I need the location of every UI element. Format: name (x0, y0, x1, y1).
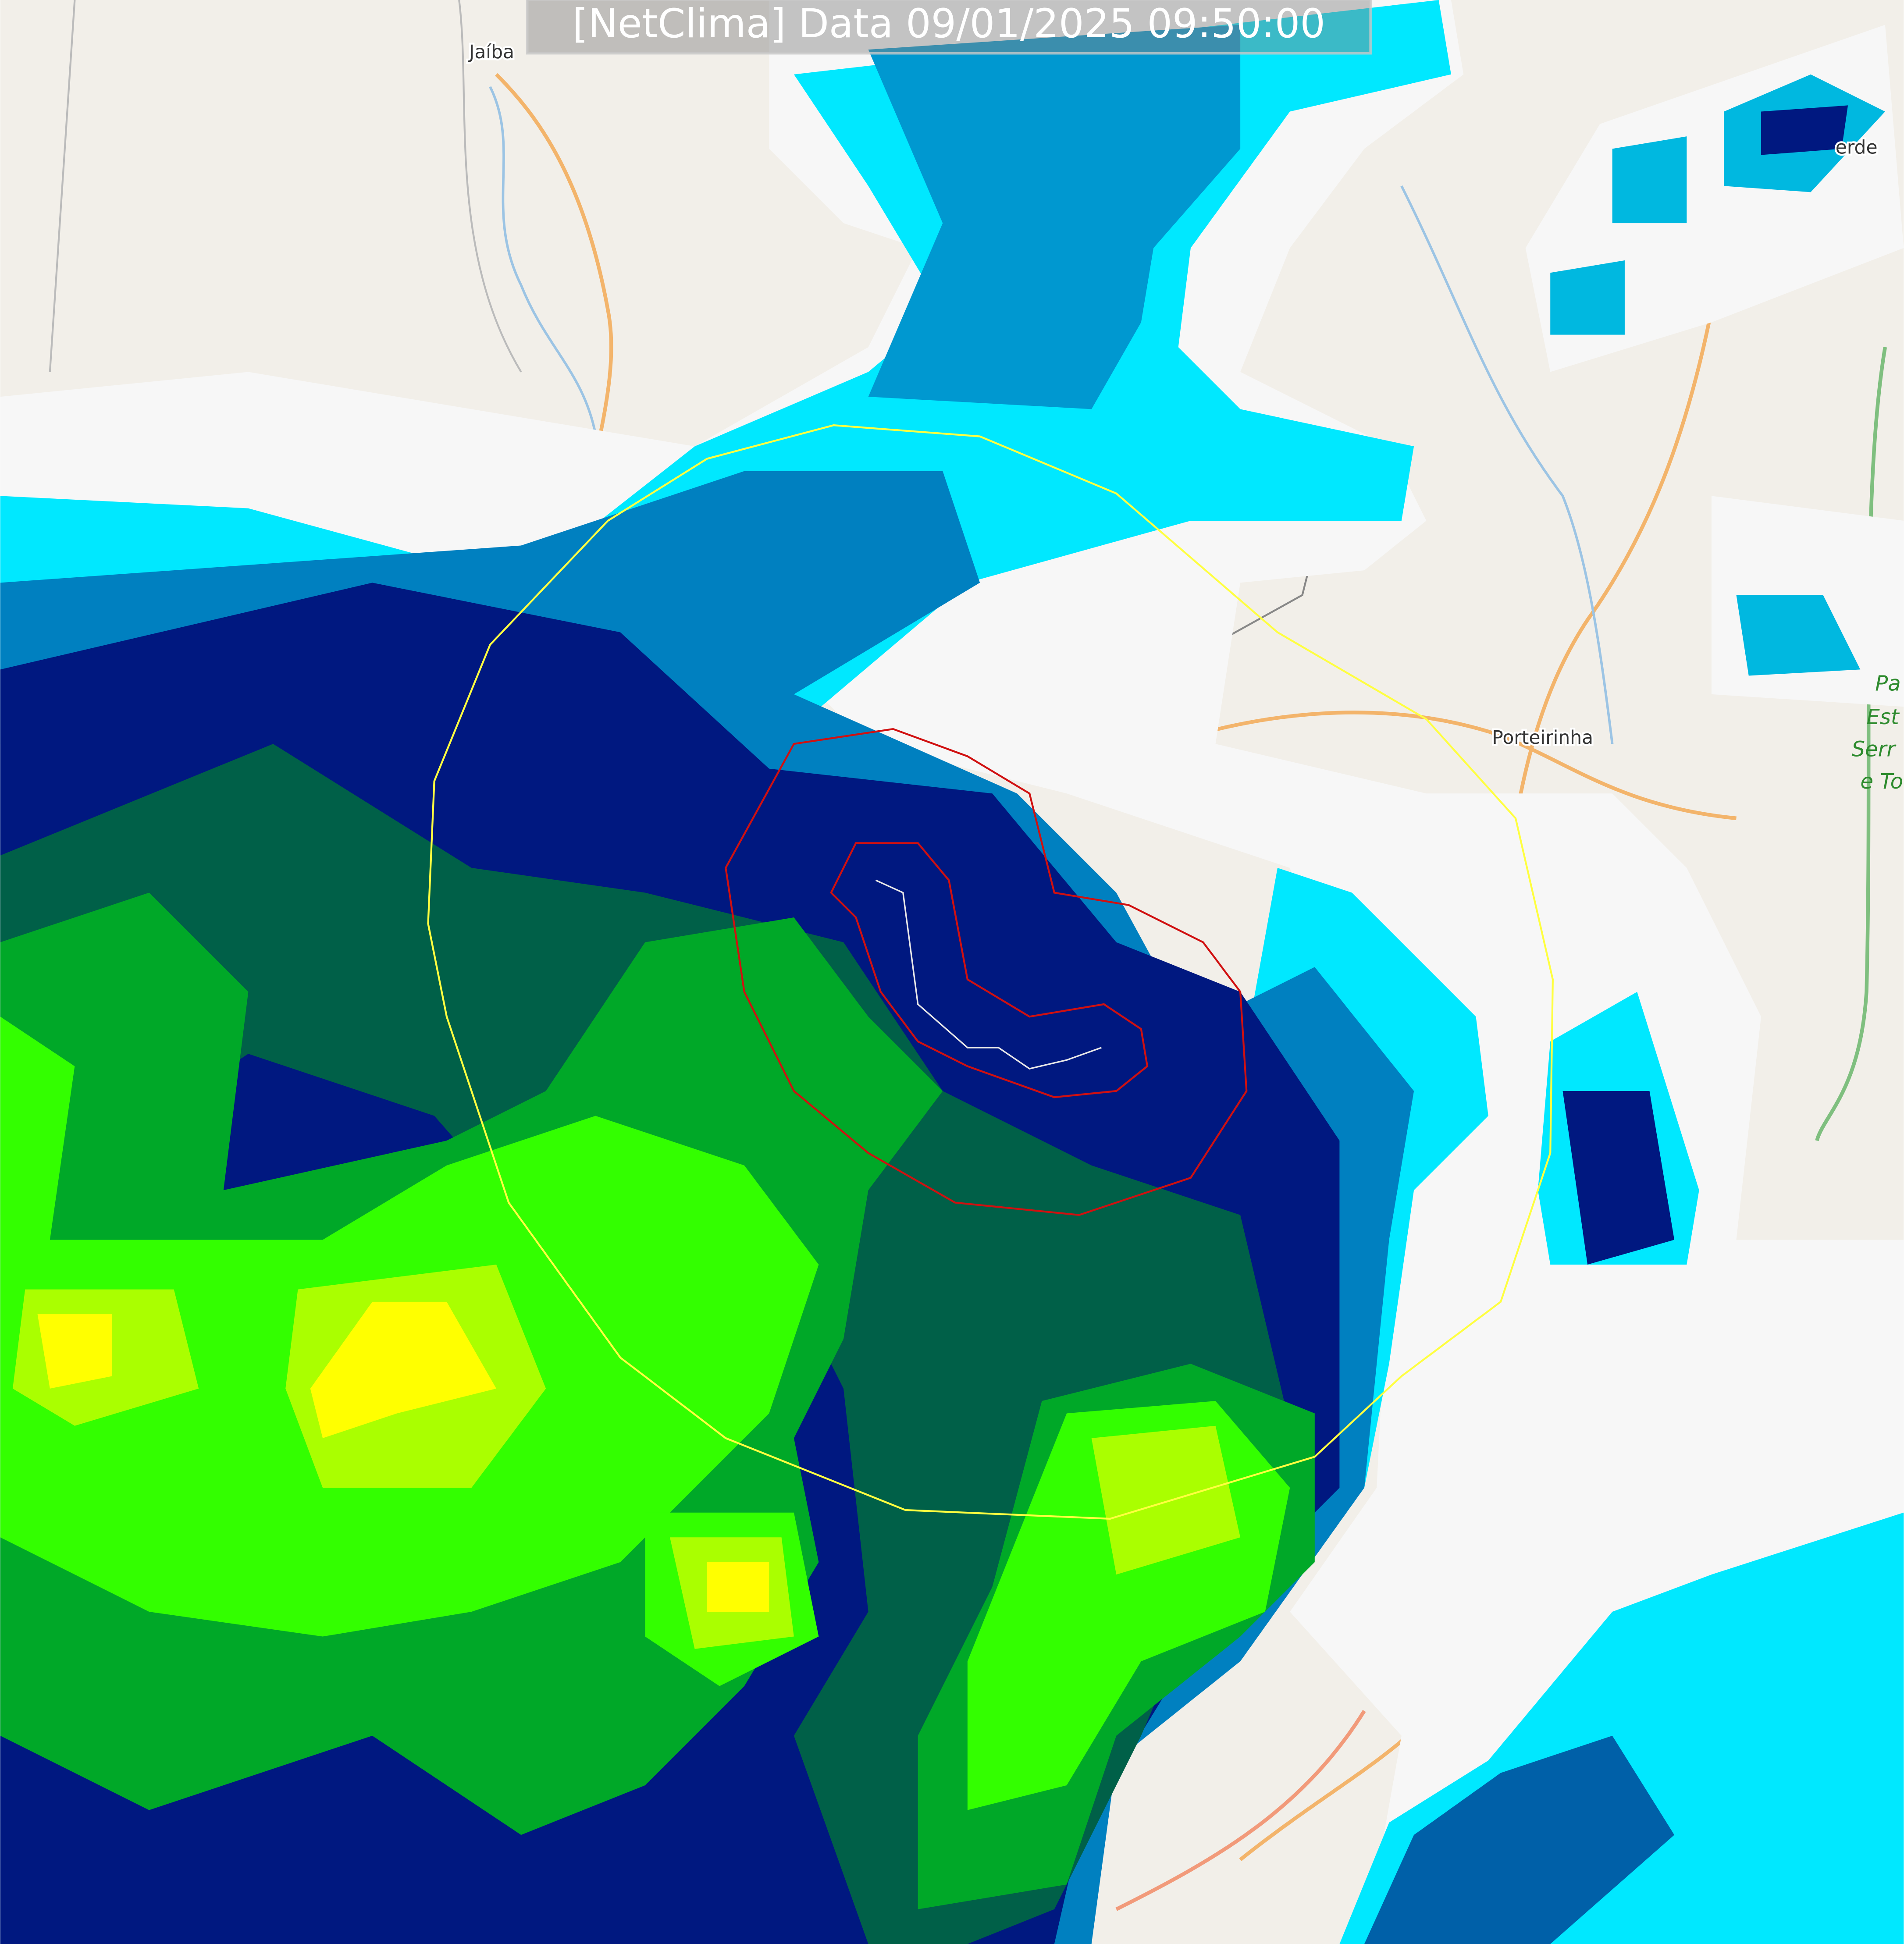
title-box (526, 0, 1372, 55)
park-label: Est (1866, 705, 1900, 729)
road (1165, 711, 1737, 820)
city-label: Jaíba (468, 42, 514, 63)
storm-track (875, 879, 1102, 1070)
park-label: Serr (1852, 737, 1897, 761)
park-label: Pa (1875, 671, 1900, 696)
city-label: Porteirinha (1492, 727, 1593, 749)
park-label: e To (1860, 769, 1903, 794)
echo-blue (1550, 74, 1885, 676)
echo-lime (12, 1265, 1241, 1649)
storm-contour (830, 842, 1149, 1098)
minor-road (49, 0, 522, 373)
storm-contour (725, 728, 1248, 1216)
echo-blue (1364, 1735, 1675, 1944)
range-ring (427, 424, 1554, 1520)
river (489, 86, 597, 434)
city-label: erde (1836, 137, 1878, 159)
road (1115, 1710, 1366, 1911)
echo-blue (868, 25, 1241, 409)
park-boundary (1815, 347, 1887, 1141)
echo-yellow (37, 1301, 769, 1612)
echo-navy (1562, 105, 1848, 1265)
river (1400, 185, 1614, 744)
title: [NetClima] Data 09/01/2025 09:50:00 (573, 1, 1325, 47)
